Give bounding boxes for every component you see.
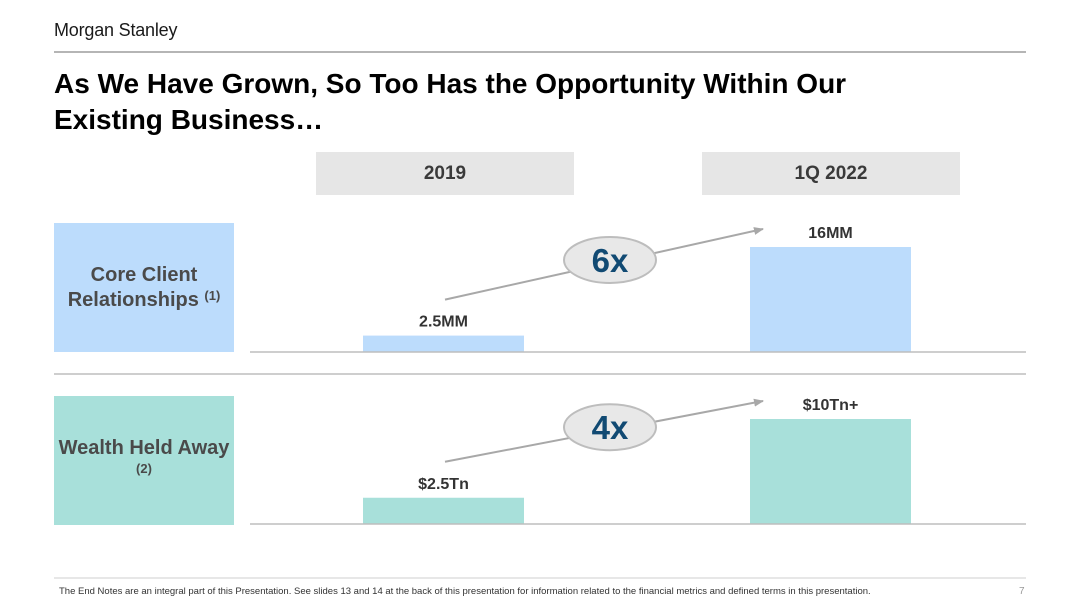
wealth-value-label-0: $2.5Tn: [418, 476, 469, 493]
row-label-footnote: (1): [204, 287, 221, 303]
row-label-footnote: (2): [136, 460, 152, 476]
wealth-multiplier-text: 4x: [592, 409, 629, 446]
slide-title: As We Have Grown, So Too Has the Opportu…: [54, 68, 847, 135]
column-header-1q2022: 1Q 2022: [702, 152, 960, 195]
core-value-label-0: 2.5MM: [419, 314, 468, 331]
column-header-2019: 2019: [316, 152, 574, 195]
row-label-core-client-relationships: Core Client Relationships (1): [54, 223, 234, 352]
wealth-bar-0: [363, 497, 524, 524]
core-multiplier-text: 6x: [592, 242, 629, 279]
core-bar-0: [363, 335, 524, 352]
page-number: 7: [1019, 586, 1025, 597]
row-label-text: Core Client Relationships: [67, 263, 199, 311]
core-multiplier-badge: [563, 235, 657, 284]
row-label-text: Wealth Held Away: [58, 436, 230, 459]
wealth-value-label-1: $10Tn+: [803, 397, 859, 414]
morgan-stanley-logo: Morgan Stanley: [54, 20, 178, 40]
footer-note: The End Notes are an integral part of th…: [59, 586, 871, 597]
row-label-wealth-held-away: Wealth Held Away (2): [54, 396, 234, 525]
header-divider: [54, 51, 1026, 53]
core-bar-1: [750, 247, 911, 352]
wealth-bar-1: [750, 419, 911, 524]
wealth-multiplier-badge: [563, 403, 657, 452]
core-value-label-1: 16MM: [808, 225, 852, 242]
